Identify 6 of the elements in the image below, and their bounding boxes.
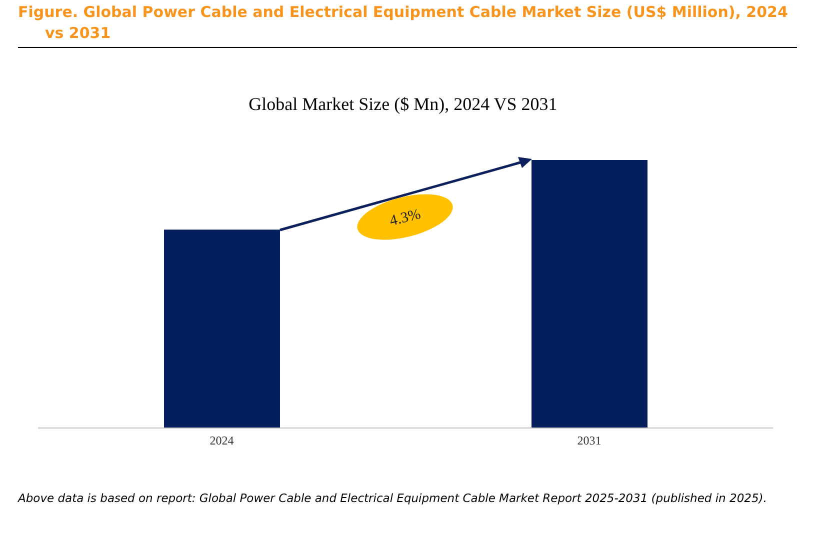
text: Above data is based on report: Global Power Cable and Electrical Equipment Cable Market Report 2025-2031 (published in 2025). bbox=[18, 490, 768, 507]
annotation: 4.3% bbox=[388, 206, 422, 230]
x-tick-label: 2031 bbox=[577, 434, 602, 448]
chart-title: Figure. Global Power Cable and Electrical Equipment Cable Market Size (US$ Million), 2024 vs 2031 bbox=[18, 2, 789, 44]
x-tick-label: 2024 bbox=[210, 434, 234, 448]
chart-subtitle: Global Market Size ($ Mn), 2024 VS 2031 bbox=[248, 94, 558, 115]
